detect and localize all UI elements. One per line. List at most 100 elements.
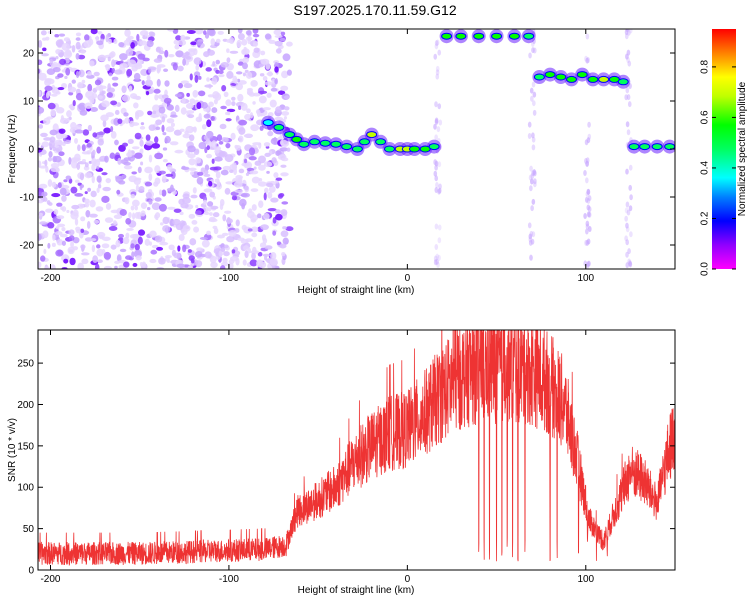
noise-speckle	[162, 132, 167, 136]
noise-speckle	[54, 231, 63, 236]
noise-speckle	[231, 96, 236, 101]
noise-speckle	[57, 223, 66, 228]
noise-speckle	[282, 226, 287, 230]
noise-speckle	[207, 201, 214, 207]
noise-speckle	[223, 91, 229, 98]
noise-speckle	[86, 220, 91, 229]
streak-speckle	[435, 65, 440, 72]
noise-speckle	[179, 128, 185, 132]
noise-speckle	[84, 162, 89, 168]
noise-speckle	[214, 156, 223, 162]
streak-speckle	[437, 49, 442, 56]
noise-speckle	[47, 157, 53, 162]
noise-speckle	[132, 262, 138, 267]
noise-speckle	[248, 208, 253, 214]
ridge-point	[284, 131, 296, 139]
noise-speckle	[56, 215, 65, 220]
noise-speckle	[250, 80, 258, 87]
noise-speckle	[42, 47, 47, 52]
noise-speckle	[134, 152, 143, 159]
streak-speckle	[583, 213, 587, 220]
noise-speckle	[234, 77, 238, 85]
noise-speckle	[211, 158, 215, 164]
streak-speckle	[435, 69, 440, 76]
noise-speckle	[168, 244, 175, 251]
noise-speckle	[247, 228, 253, 232]
noise-speckle	[123, 161, 131, 166]
streak-speckle	[532, 169, 537, 176]
noise-speckle	[244, 185, 249, 191]
noise-speckle	[206, 119, 212, 128]
noise-speckle	[280, 230, 289, 238]
noise-speckle	[128, 85, 133, 92]
noise-speckle	[129, 120, 135, 128]
noise-speckle	[103, 127, 111, 134]
noise-speckle	[176, 263, 186, 269]
noise-speckle	[110, 126, 114, 133]
noise-speckle	[262, 107, 271, 111]
noise-speckle	[277, 154, 287, 161]
y-tick-label: 10	[23, 97, 35, 108]
colorbar-tick-label: 0.2	[700, 211, 711, 225]
noise-speckle	[222, 214, 227, 222]
streak-speckle	[583, 170, 587, 177]
noise-speckle	[170, 171, 176, 179]
noise-speckle	[206, 130, 214, 139]
noise-speckle	[182, 244, 187, 253]
noise-speckle	[137, 229, 146, 236]
noise-speckle	[83, 40, 92, 48]
noise-speckle	[275, 177, 283, 181]
streak-speckle	[433, 53, 438, 60]
noise-speckle	[96, 244, 101, 249]
noise-speckle	[185, 51, 190, 56]
noise-speckle	[273, 172, 279, 178]
noise-speckle	[228, 36, 235, 45]
noise-speckle	[196, 101, 202, 110]
noise-speckle	[101, 100, 110, 108]
noise-speckle	[61, 227, 66, 232]
noise-speckle	[267, 208, 277, 212]
noise-speckle	[154, 235, 163, 243]
noise-speckle	[215, 59, 221, 65]
noise-speckle	[110, 244, 117, 250]
noise-speckle	[275, 213, 283, 221]
noise-speckle	[174, 93, 183, 98]
noise-speckle	[281, 201, 289, 205]
noise-speckle	[145, 79, 153, 87]
noise-speckle	[125, 48, 134, 57]
noise-speckle	[47, 102, 56, 110]
noise-speckle	[47, 78, 55, 85]
noise-speckle	[155, 126, 161, 131]
streak-speckle	[625, 87, 630, 94]
noise-speckle	[181, 97, 186, 104]
noise-speckle	[286, 41, 293, 47]
ridge-point	[639, 143, 651, 151]
noise-speckle	[51, 193, 61, 198]
noise-speckle	[189, 73, 193, 81]
noise-speckle	[123, 261, 130, 268]
noise-speckle	[137, 166, 142, 174]
noise-speckle	[250, 188, 259, 193]
noise-speckle	[201, 239, 210, 248]
noise-speckle	[84, 172, 93, 179]
noise-speckle	[194, 250, 203, 258]
streak-speckle	[587, 206, 592, 213]
ridge-point	[598, 75, 610, 83]
noise-speckle	[148, 199, 153, 205]
streak-speckle	[625, 239, 629, 246]
streak-speckle	[434, 223, 439, 230]
streak-speckle	[625, 251, 629, 258]
streak-speckle	[587, 260, 591, 267]
noise-speckle	[236, 39, 242, 48]
noise-speckle	[110, 100, 118, 106]
noise-speckle	[165, 173, 174, 177]
streak-speckle	[533, 181, 537, 188]
noise-speckle	[74, 129, 84, 134]
noise-speckle	[55, 39, 64, 48]
noise-speckle	[222, 165, 232, 171]
noise-speckle	[219, 123, 227, 130]
noise-speckle	[43, 137, 52, 141]
noise-speckle	[165, 126, 175, 133]
snr-ticks: -200 -100 0 100 0 50 100 150 200 250	[17, 330, 675, 585]
noise-speckle	[38, 89, 42, 97]
